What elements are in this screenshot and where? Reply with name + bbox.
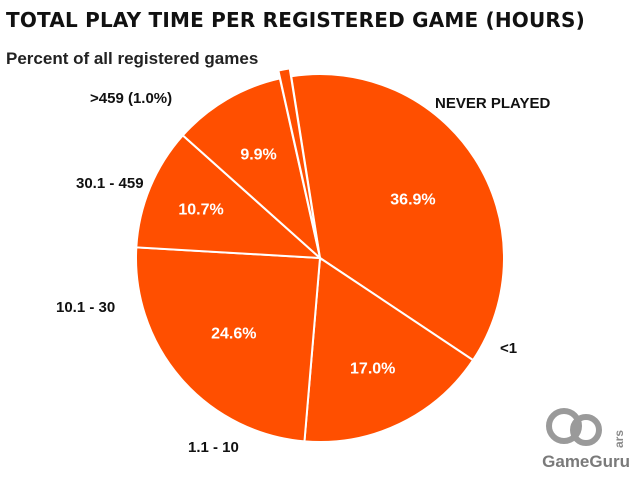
slice-value-label: 9.9% <box>240 146 276 163</box>
pie-slice <box>290 73 505 362</box>
gameguru-logo-icon <box>546 408 602 446</box>
chart-title: TOTAL PLAY TIME PER REGISTERED GAME (HOU… <box>6 8 585 32</box>
pie-slice <box>135 246 322 443</box>
pie-slice <box>303 256 475 443</box>
gameguru-watermark: ars GameGuru <box>532 404 632 474</box>
slice-value-label: 17.0% <box>350 360 395 377</box>
watermark-brand: GameGuru <box>542 452 630 471</box>
slice-category-label: 30.1 - 459 <box>76 175 144 192</box>
slice-category-label: >459 (1.0%) <box>90 90 172 107</box>
pie-slice <box>135 133 323 260</box>
slice-category-label: 1.1 - 10 <box>188 439 239 456</box>
slice-value-label: 10.7% <box>178 202 223 219</box>
slice-category-label: <1 <box>500 340 517 357</box>
watermark-tag: ars <box>611 429 626 449</box>
slice-value-label: 36.9% <box>390 191 435 208</box>
slice-value-label: 24.6% <box>211 326 256 343</box>
pie-slice <box>277 67 320 251</box>
chart-subtitle: Percent of all registered games <box>6 49 259 68</box>
slice-category-label: NEVER PLAYED <box>435 95 550 112</box>
pie-slice <box>181 77 322 261</box>
slice-category-label: 10.1 - 30 <box>56 299 115 316</box>
